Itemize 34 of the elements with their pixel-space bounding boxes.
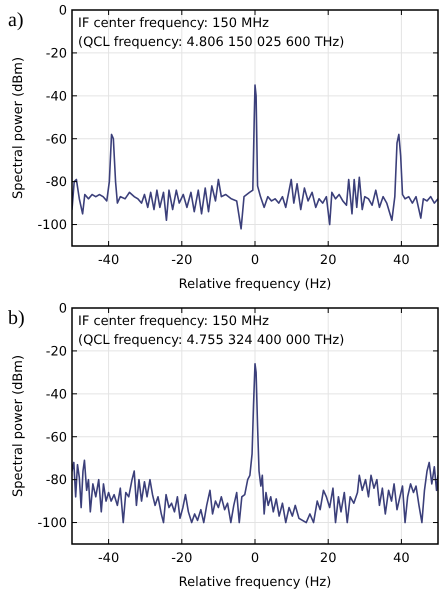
y-tick-label: -40 <box>46 89 67 104</box>
line-series <box>72 362 438 524</box>
x-tick-label: -20 <box>171 551 192 566</box>
chart-title: b) <box>8 307 25 329</box>
y-axis-title: Spectral power (dBm) <box>11 354 26 498</box>
y-tick-label: 0 <box>58 4 67 19</box>
x-tick-label: 0 <box>250 253 260 268</box>
y-tick-label: -40 <box>46 387 67 402</box>
y-tick-label: -60 <box>46 430 67 446</box>
annotation: (QCL frequency: 4.755 324 400 000 THz) <box>78 333 344 348</box>
y-tick-label: -60 <box>46 132 67 148</box>
x-tick-label: 40 <box>393 551 410 566</box>
y-tick-label: 0 <box>58 302 67 317</box>
y-tick-label: -80 <box>46 473 67 488</box>
y-tick-label: -100 <box>37 218 67 234</box>
x-tick-label: 40 <box>393 253 410 268</box>
x-tick-label: -40 <box>98 253 120 268</box>
x-tick-label: 20 <box>320 551 336 566</box>
x-tick-label: 0 <box>250 551 260 566</box>
line-series <box>72 84 438 230</box>
y-tick-label: -80 <box>46 175 67 190</box>
y-tick-label: -20 <box>46 46 67 62</box>
x-tick-label: 20 <box>320 253 336 268</box>
chart-title: a) <box>8 9 24 31</box>
annotation: IF center frequency: 150 MHz <box>78 314 270 329</box>
y-tick-label: -20 <box>46 344 67 360</box>
annotation: IF center frequency: 150 MHz <box>78 16 270 31</box>
x-tick-label: -40 <box>98 551 120 566</box>
x-tick-label: -20 <box>171 253 192 268</box>
x-axis-title: Relative frequency (Hz) <box>178 575 332 590</box>
x-axis-title: Relative frequency (Hz) <box>178 277 332 292</box>
annotation: (QCL frequency: 4.806 150 025 600 THz) <box>78 35 344 50</box>
y-tick-label: -100 <box>37 516 67 532</box>
y-axis-title: Spectral power (dBm) <box>11 56 26 200</box>
